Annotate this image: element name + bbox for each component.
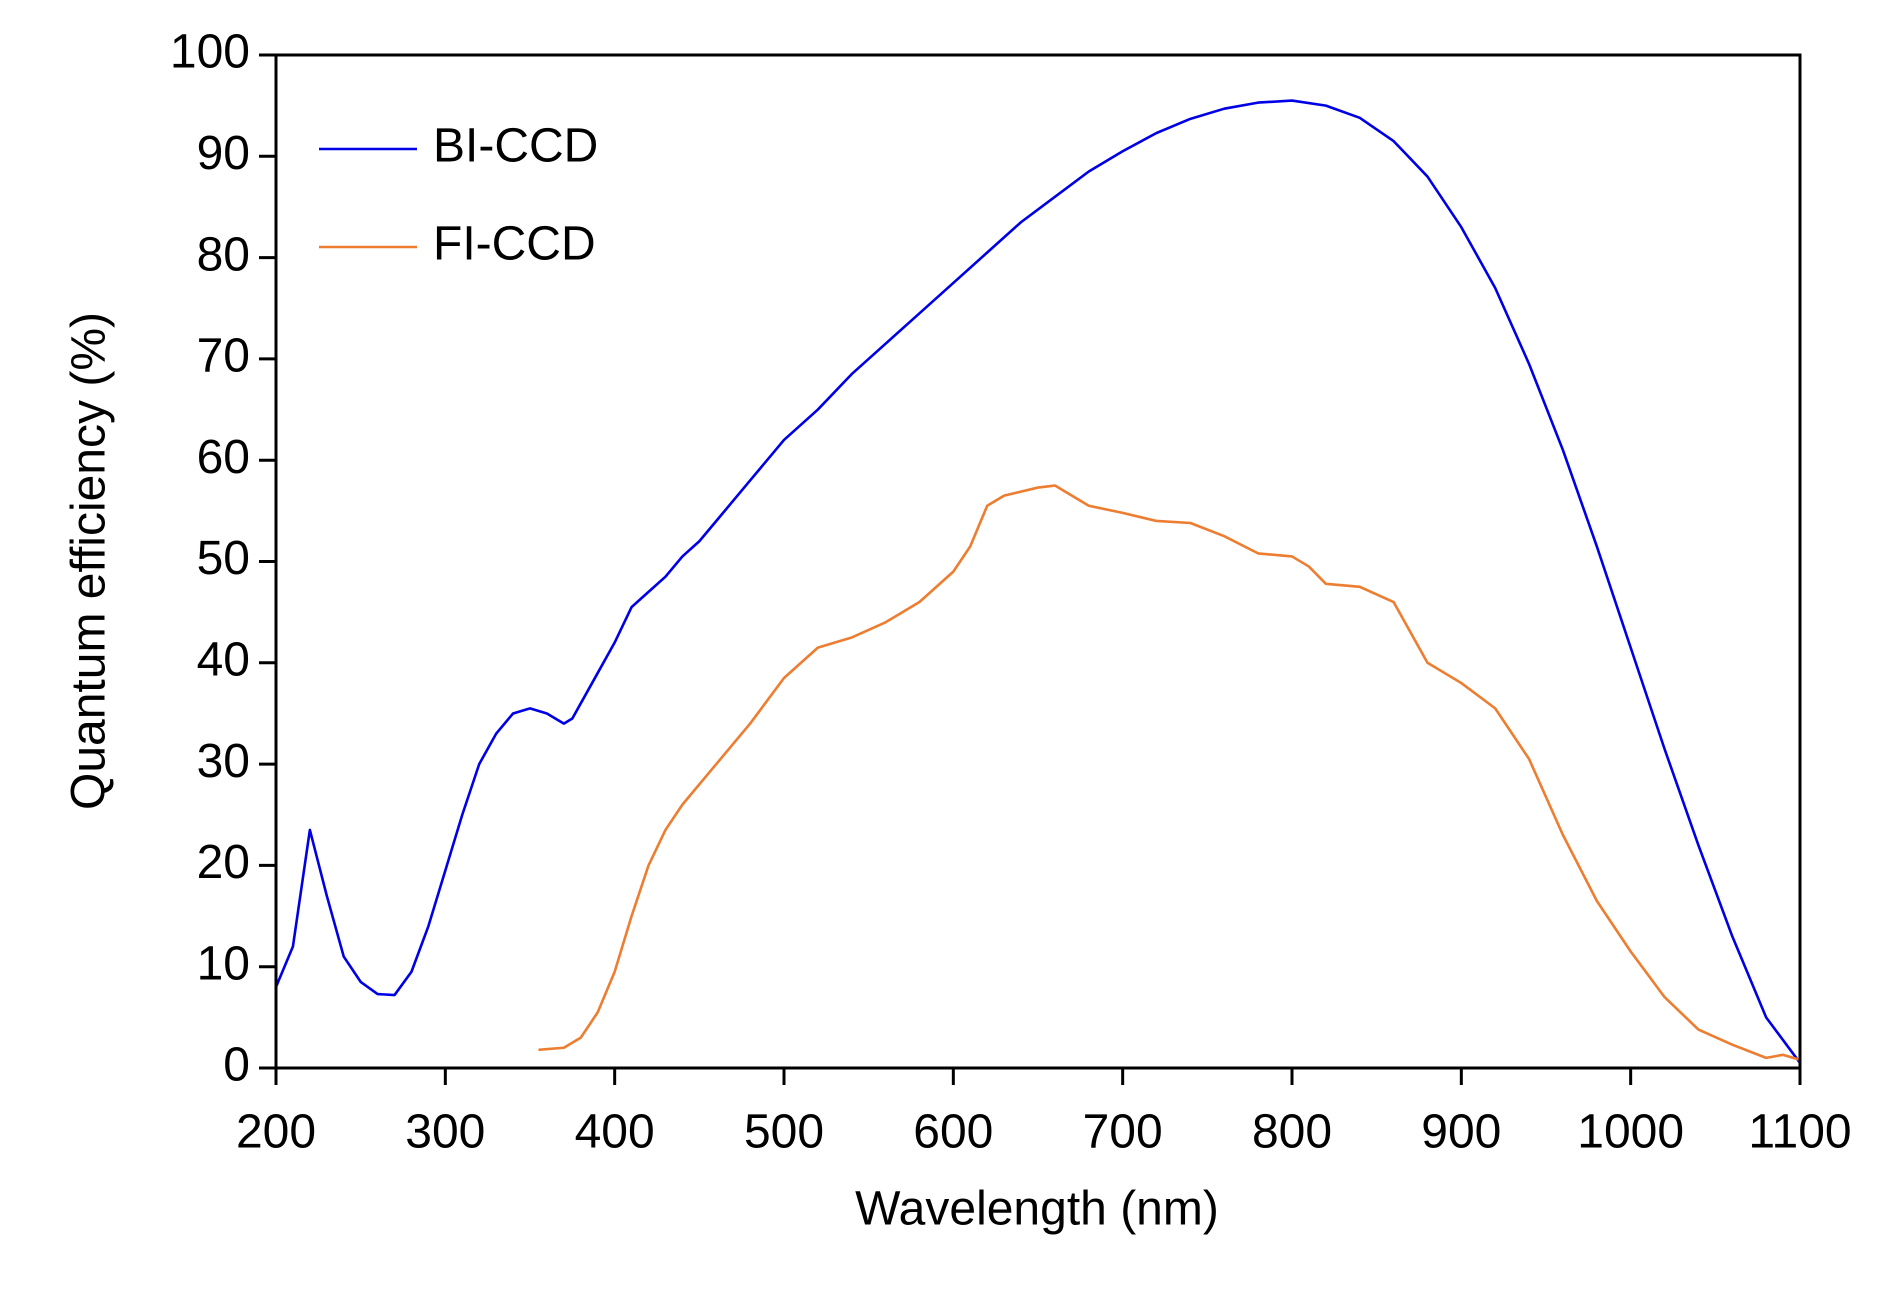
y-tick-label: 50 (197, 532, 250, 585)
y-tick-label: 0 (223, 1039, 250, 1092)
y-tick-label: 40 (197, 633, 250, 686)
x-tick-label: 1000 (1577, 1106, 1684, 1159)
x-tick-label: 1100 (1748, 1106, 1851, 1159)
x-tick-label: 600 (913, 1106, 993, 1159)
y-tick-label: 70 (197, 330, 250, 383)
x-tick-label: 200 (236, 1106, 316, 1159)
y-tick-label: 80 (197, 228, 250, 281)
x-tick-label: 700 (1083, 1106, 1163, 1159)
y-axis-label: Quantum efficiency (%) (63, 312, 116, 810)
plot-frame (274, 53, 1802, 1070)
x-tick-label: 500 (744, 1106, 824, 1159)
legend-label: BI-CCD (433, 120, 598, 173)
y-tick-label: 100 (170, 26, 250, 79)
legend-label: FI-CCD (433, 218, 596, 271)
y-tick-label: 10 (197, 937, 250, 990)
x-tick-label: 800 (1252, 1106, 1332, 1159)
x-tick-label: 300 (405, 1106, 485, 1159)
y-tick-label: 30 (197, 735, 250, 788)
x-tick-label: 900 (1421, 1106, 1501, 1159)
series-line (274, 99, 1802, 1064)
x-axis-label: Wavelength (nm) (855, 1183, 1219, 1236)
y-tick-label: 60 (197, 431, 250, 484)
y-tick-label: 90 (197, 127, 250, 180)
series-line (538, 484, 1801, 1062)
x-tick-label: 400 (575, 1106, 655, 1159)
y-tick-label: 20 (197, 836, 250, 889)
